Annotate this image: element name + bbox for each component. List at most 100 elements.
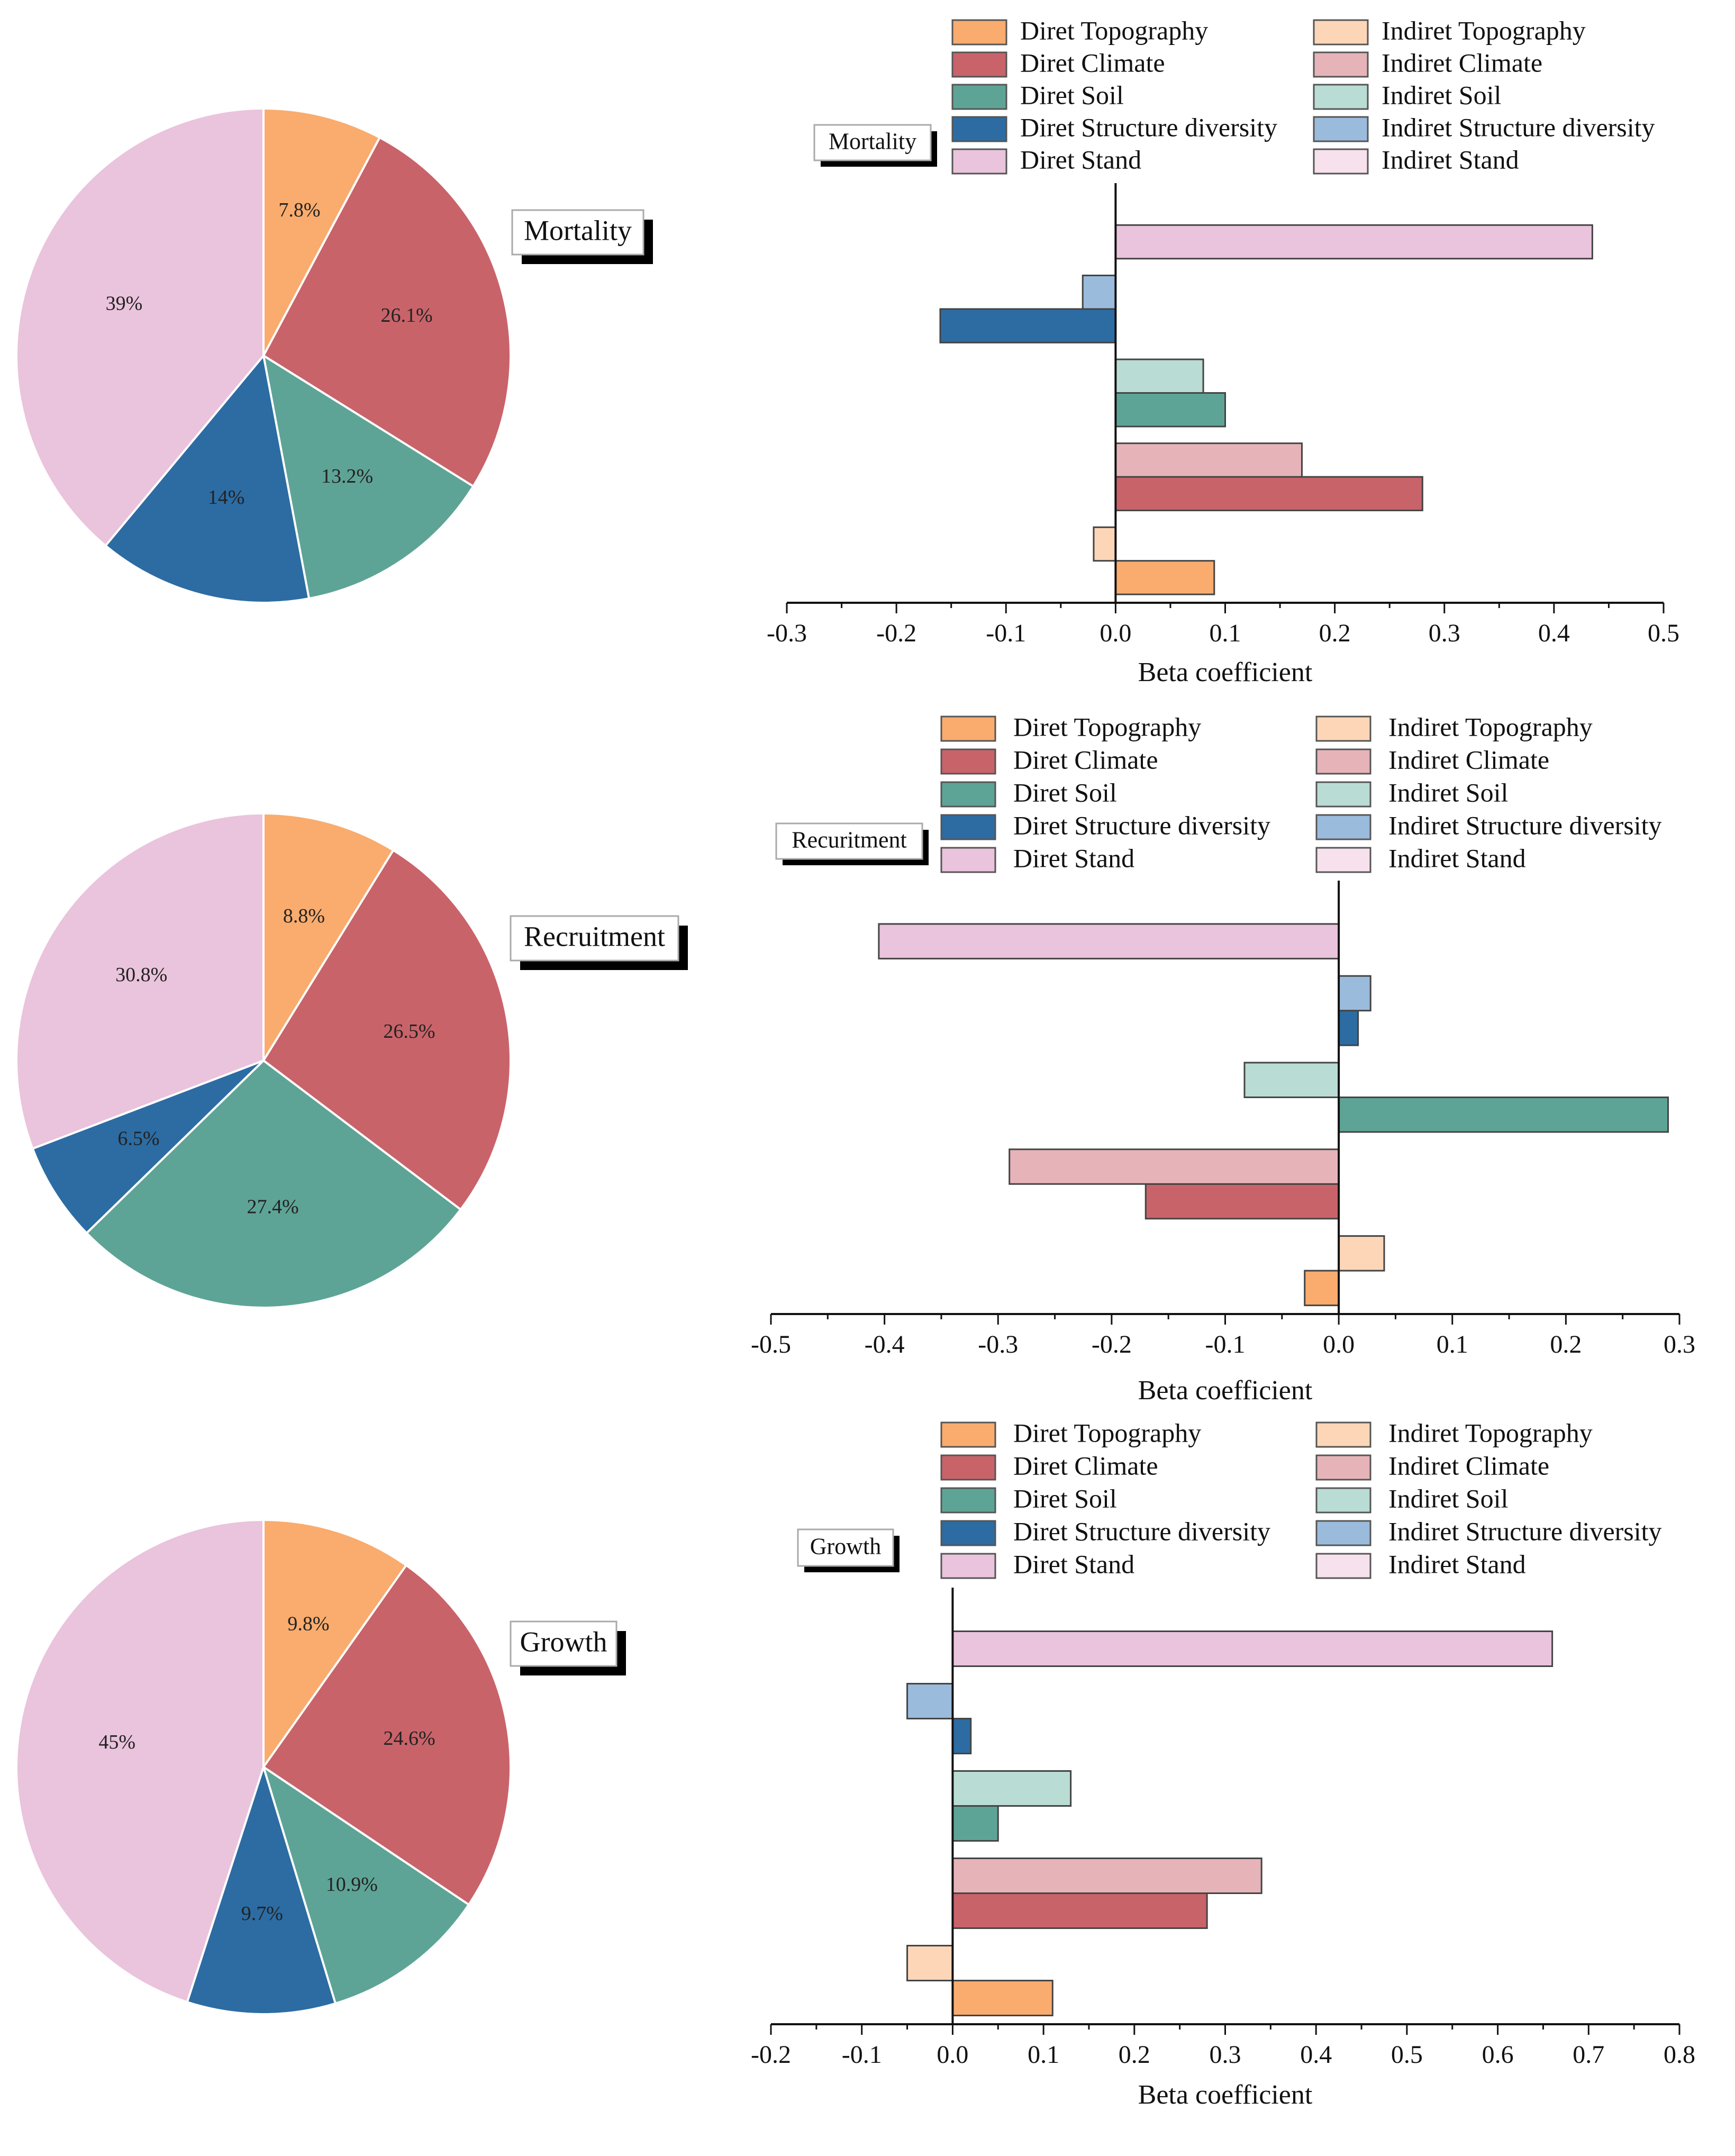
x-tick-label: 0.3	[1664, 1330, 1695, 1358]
bar-direct-soil	[1338, 1097, 1669, 1133]
bar-chart-title: Growth	[797, 1528, 900, 1572]
pie-title: Growth	[510, 1620, 626, 1675]
bar-indirect-topography	[1338, 1235, 1385, 1272]
x-tick-label: 0.5	[1391, 2041, 1423, 2069]
bar-indirect-structure-diversity	[1338, 975, 1371, 1012]
pie-title: Mortality	[511, 209, 653, 264]
legend-swatch	[951, 51, 1007, 78]
bar-indirect-climate	[1009, 1148, 1340, 1185]
legend-label: Diret Stand	[1013, 843, 1134, 873]
bar-indirect-structure-diversity	[1082, 274, 1116, 310]
x-tick-label: -0.1	[842, 2041, 882, 2069]
bar-direct-structure-diversity	[1338, 1010, 1359, 1046]
legend-swatch	[940, 748, 996, 775]
bar-direct-topography	[1114, 560, 1215, 595]
bar-direct-soil	[951, 1805, 999, 1842]
legend-label: Diret Stand	[1020, 144, 1141, 174]
bar-direct-structure-diversity	[939, 308, 1116, 343]
pie-slice-label: 13.2%	[321, 465, 373, 487]
x-tick-label: 0.1	[1028, 2041, 1059, 2069]
bar-indirect-structure-diversity	[906, 1683, 953, 1719]
pie-chart-mortality: 7.8% 26.1% 13.2% 14% 39%	[15, 107, 512, 604]
title-text: Recruitment	[524, 920, 665, 952]
pie-slice-climate	[262, 1563, 512, 1906]
bar-indirect-climate	[951, 1858, 1262, 1894]
bar-indirect-soil	[1114, 358, 1204, 394]
legend-swatch	[1315, 1553, 1371, 1579]
legend-label: Diret Climate	[1020, 48, 1165, 77]
legend-label: Indiret Soil	[1382, 80, 1501, 110]
legend-label: Diret Topography	[1013, 1418, 1201, 1447]
pie-slice-label: 9.8%	[287, 1613, 329, 1635]
legend-swatch	[940, 1520, 996, 1546]
title-box	[510, 1620, 617, 1667]
legend-swatch	[940, 1487, 996, 1514]
pie-slice-label: 27.4%	[247, 1195, 299, 1218]
title-text: Mortality	[829, 129, 916, 155]
bar-direct-topography	[1304, 1270, 1340, 1307]
x-tick-label: -0.2	[876, 619, 916, 647]
pie-slice-label: 6.5%	[117, 1128, 159, 1150]
legend-swatch	[1315, 715, 1371, 742]
legend-label: Diret Stand	[1013, 1549, 1134, 1579]
pie-slice-stand	[15, 1518, 265, 2004]
legend-label: Indiret Climate	[1382, 48, 1542, 77]
legend-label: Indiret Structure diversity	[1388, 1516, 1662, 1546]
pie-chart-recruitment: 8.8% 26.5% 27.4% 6.5% 30.8%	[15, 812, 512, 1309]
pie-slice-climate	[262, 848, 512, 1211]
bar-direct-topography	[951, 1980, 1053, 2016]
x-tick-label: -0.1	[986, 619, 1026, 647]
x-tick-label: -0.4	[865, 1330, 905, 1358]
legend-label: Diret Topography	[1020, 15, 1208, 45]
title-box	[511, 209, 644, 256]
pie-slice-label: 24.6%	[383, 1727, 435, 1750]
legend-label: Indiret Topography	[1388, 712, 1593, 741]
legend-swatch	[1313, 116, 1369, 142]
bar-direct-stand	[951, 1630, 1554, 1667]
legend-swatch	[940, 715, 996, 742]
legend-label: Diret Climate	[1013, 1451, 1158, 1480]
x-axis-label: Beta coefficient	[1138, 657, 1313, 687]
legend-label: Indiret Stand	[1388, 843, 1526, 873]
bar-direct-climate	[1144, 1183, 1340, 1220]
x-tick-label: 0.0	[937, 2041, 968, 2069]
legend-label: Indiret Topography	[1388, 1418, 1593, 1447]
legend-swatch	[951, 84, 1007, 110]
bar-direct-stand	[878, 923, 1340, 959]
legend-swatch	[1313, 51, 1369, 78]
legend-swatch	[1315, 1454, 1371, 1481]
legend-label: Indiret Stand	[1382, 144, 1519, 174]
pie-slice-label: 26.5%	[383, 1020, 435, 1043]
bar-indirect-soil	[1243, 1062, 1340, 1098]
legend-swatch	[1315, 1520, 1371, 1546]
legend-label: Indiret Structure diversity	[1382, 112, 1655, 142]
pie-slice-label: 45%	[98, 1731, 135, 1753]
x-tick-label: 0.7	[1573, 2041, 1604, 2069]
pie-slice-label: 10.9%	[326, 1873, 378, 1896]
pie-slice-topography	[262, 1518, 408, 1771]
pie-slice-soil	[85, 1059, 462, 1309]
bar-indirect-climate	[1114, 442, 1303, 478]
x-tick-label: 0.4	[1300, 2041, 1332, 2069]
pie-title: Recruitment	[510, 915, 688, 970]
bar-direct-soil	[1114, 392, 1226, 428]
title-text: Mortality	[524, 214, 632, 246]
x-tick-label: 0.4	[1538, 619, 1570, 647]
bar-chart-mortality: -0.3 -0.2 -0.1 0.0 0.1 0.2 0.3 0.4 0.5 Beta coeff…	[767, 15, 1679, 687]
title-text: Recuritment	[792, 827, 907, 853]
title-text: Growth	[520, 1626, 607, 1657]
legend-swatch	[951, 148, 1007, 175]
pie-slice-stand	[15, 107, 265, 547]
x-tick-label: 0.8	[1664, 2041, 1695, 2069]
legend-swatch	[940, 847, 996, 873]
bar-direct-stand	[1114, 224, 1593, 260]
x-tick-label: -0.2	[751, 2041, 791, 2069]
pie-slice-topography	[262, 812, 395, 1065]
legend-swatch	[1315, 1421, 1371, 1448]
title-text: Growth	[810, 1534, 881, 1560]
pie-slice-soil	[261, 1764, 470, 2005]
pie-slice-climate	[262, 136, 512, 488]
legend-swatch	[1315, 814, 1371, 840]
bar-chart-title: Mortality	[813, 124, 937, 167]
